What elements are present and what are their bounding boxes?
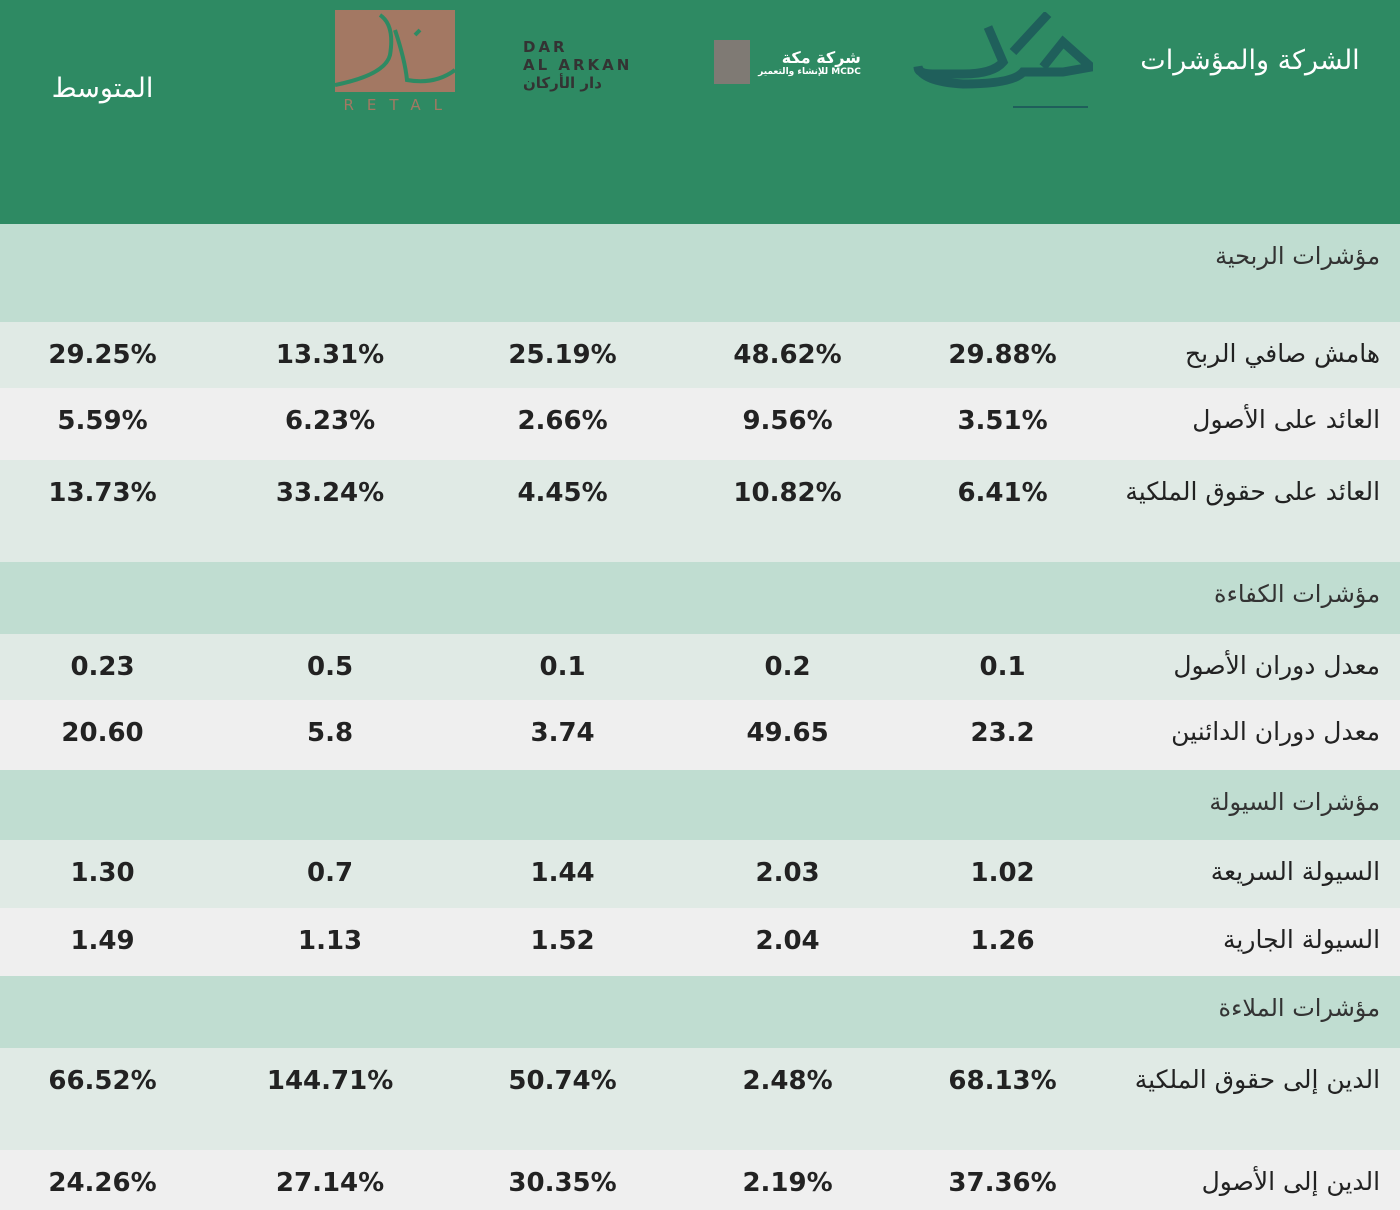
value-average: 29.25%: [0, 322, 206, 388]
value-mcdc: 48.62%: [670, 322, 906, 388]
row-label: السيولة الجارية: [1100, 908, 1400, 976]
value-masar: 6.41%: [905, 460, 1101, 562]
row-label: معدل دوران الدائنين: [1100, 700, 1400, 770]
value-masar: 37.36%: [905, 1150, 1101, 1210]
retal-logo: RETAL: [205, 0, 457, 224]
section-header: مؤشرات الكفاءة: [0, 562, 1400, 634]
section-title: مؤشرات الكفاءة: [0, 562, 1400, 634]
value-dar-al-arkan: 25.19%: [455, 322, 671, 388]
value-average: 24.26%: [0, 1150, 206, 1210]
table-row: السيولة الجارية 1.26 2.04 1.52 1.13 1.49: [0, 908, 1400, 976]
table-row: معدل دوران الأصول 0.1 0.2 0.1 0.5 0.23: [0, 634, 1400, 700]
row-label: العائد على حقوق الملكية: [1100, 460, 1400, 562]
value-mcdc: 10.82%: [670, 460, 906, 562]
header-average: المتوسط: [51, 73, 154, 104]
value-retal: 0.5: [205, 634, 456, 700]
table-row: الدين إلى حقوق الملكية 68.13% 2.48% 50.74% 1…: [0, 1048, 1400, 1150]
value-mcdc: 2.03: [670, 840, 906, 908]
value-dar-al-arkan: 50.74%: [455, 1048, 671, 1150]
value-mcdc: 2.19%: [670, 1150, 906, 1210]
table-row: معدل دوران الدائنين 23.2 49.65 3.74 5.8 20.60: [0, 700, 1400, 770]
dar-al-arkan-logo: DAR AL ARKAN دار الأركان: [523, 38, 633, 92]
value-masar: 23.2: [905, 700, 1101, 770]
section-header: مؤشرات السيولة: [0, 770, 1400, 840]
value-dar-al-arkan: 3.74: [455, 700, 671, 770]
table-row: السيولة السريعة 1.02 2.03 1.44 0.7 1.30: [0, 840, 1400, 908]
value-retal: 33.24%: [205, 460, 456, 562]
row-label: معدل دوران الأصول: [1100, 634, 1400, 700]
value-masar: 68.13%: [905, 1048, 1101, 1150]
value-retal: 13.31%: [205, 322, 456, 388]
header-title: الشركة والمؤشرات: [1140, 45, 1360, 76]
section-header: مؤشرات الربحية: [0, 224, 1400, 322]
value-retal: 6.23%: [205, 388, 456, 460]
svg-text:MASAR: MASAR: [913, 100, 918, 112]
table-row: هامش صافي الربح 29.88% 48.62% 25.19% 13.31% 2…: [0, 322, 1400, 388]
value-average: 1.30: [0, 840, 206, 908]
value-masar: 3.51%: [905, 388, 1101, 460]
value-average: 5.59%: [0, 388, 206, 460]
value-retal: 0.7: [205, 840, 456, 908]
value-masar: 1.02: [905, 840, 1101, 908]
table-row: العائد على الأصول 3.51% 9.56% 2.66% 6.23% 5.5…: [0, 388, 1400, 460]
section-title: مؤشرات السيولة: [0, 770, 1400, 840]
section-header: مؤشرات الملاءة: [0, 976, 1400, 1048]
value-average: 0.23: [0, 634, 206, 700]
value-dar-al-arkan: 4.45%: [455, 460, 671, 562]
section-title: مؤشرات الملاءة: [0, 976, 1400, 1048]
value-average: 20.60: [0, 700, 206, 770]
value-average: 66.52%: [0, 1048, 206, 1150]
value-mcdc: 0.2: [670, 634, 906, 700]
value-dar-al-arkan: 2.66%: [455, 388, 671, 460]
value-masar: 0.1: [905, 634, 1101, 700]
value-retal: 144.71%: [205, 1048, 456, 1150]
value-mcdc: 9.56%: [670, 388, 906, 460]
row-label: الدين إلى الأصول: [1100, 1150, 1400, 1210]
row-label: الدين إلى حقوق الملكية: [1100, 1048, 1400, 1150]
masar-logo: MASAR: [905, 0, 1100, 224]
value-masar: 29.88%: [905, 322, 1101, 388]
value-retal: 5.8: [205, 700, 456, 770]
value-retal: 1.13: [205, 908, 456, 976]
section-title: مؤشرات الربحية: [0, 224, 1400, 322]
value-mcdc: 2.04: [670, 908, 906, 976]
value-mcdc: 2.48%: [670, 1048, 906, 1150]
data-table: مؤشرات الربحية هامش صافي الربح 29.88% 48.62…: [0, 224, 1400, 1210]
row-label: هامش صافي الربح: [1100, 322, 1400, 388]
value-mcdc: 49.65: [670, 700, 906, 770]
value-dar-al-arkan: 0.1: [455, 634, 671, 700]
value-average: 1.49: [0, 908, 206, 976]
value-average: 13.73%: [0, 460, 206, 562]
value-masar: 1.26: [905, 908, 1101, 976]
value-retal: 27.14%: [205, 1150, 456, 1210]
value-dar-al-arkan: 1.52: [455, 908, 671, 976]
table-row: العائد على حقوق الملكية 6.41% 10.82% 4.45% 3…: [0, 460, 1400, 562]
value-dar-al-arkan: 1.44: [455, 840, 671, 908]
value-dar-al-arkan: 30.35%: [455, 1150, 671, 1210]
row-label: السيولة السريعة: [1100, 840, 1400, 908]
row-label: العائد على الأصول: [1100, 388, 1400, 460]
mcdc-logo: شركة مكة MCDC للإنشاء والتعمير: [670, 0, 905, 224]
table-row: الدين إلى الأصول 37.36% 2.19% 30.35% 27.14% 2…: [0, 1150, 1400, 1210]
